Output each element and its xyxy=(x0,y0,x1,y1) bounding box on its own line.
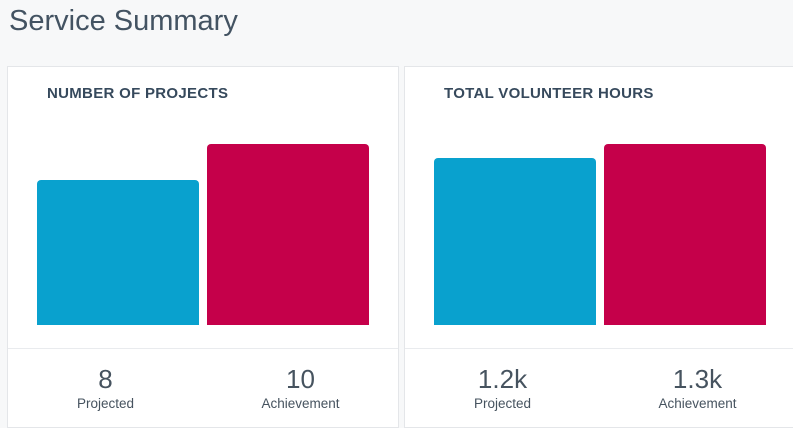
page-title: Service Summary xyxy=(9,5,238,37)
projects-bar-chart xyxy=(8,144,398,325)
achievement-bar[interactable] xyxy=(604,144,766,325)
achievement-label: Achievement xyxy=(658,396,737,411)
projected-stat: 8 Projected xyxy=(8,366,203,412)
projected-stat: 1.2k Projected xyxy=(405,366,600,412)
summary-cards: NUMBER OF PROJECTS 8 Projected 10 Achiev… xyxy=(7,66,793,428)
projected-value: 8 xyxy=(98,364,113,394)
stats-row: 8 Projected 10 Achievement xyxy=(8,366,398,412)
projected-label: Projected xyxy=(473,396,532,411)
achievement-stat: 10 Achievement xyxy=(203,366,398,412)
achievement-bar[interactable] xyxy=(207,144,369,325)
projected-label: Projected xyxy=(76,396,135,411)
achievement-value: 10 xyxy=(286,364,315,394)
achievement-stat: 1.3k Achievement xyxy=(600,366,793,412)
card-heading: TOTAL VOLUNTEER HOURS xyxy=(444,85,654,102)
projected-bar[interactable] xyxy=(37,180,199,325)
projected-bar[interactable] xyxy=(434,157,596,325)
total-volunteer-hours-card: TOTAL VOLUNTEER HOURS 1.2k Projected 1.3… xyxy=(404,66,793,428)
divider xyxy=(8,348,398,349)
volunteer-hours-bar-chart xyxy=(405,144,793,325)
page-header: Service Summary xyxy=(0,0,793,66)
achievement-label: Achievement xyxy=(261,396,340,411)
divider xyxy=(405,348,793,349)
stats-row: 1.2k Projected 1.3k Achievement xyxy=(405,366,793,412)
number-of-projects-card: NUMBER OF PROJECTS 8 Projected 10 Achiev… xyxy=(7,66,399,428)
card-heading: NUMBER OF PROJECTS xyxy=(47,85,229,102)
projected-value: 1.2k xyxy=(477,364,528,394)
achievement-value: 1.3k xyxy=(672,364,723,394)
